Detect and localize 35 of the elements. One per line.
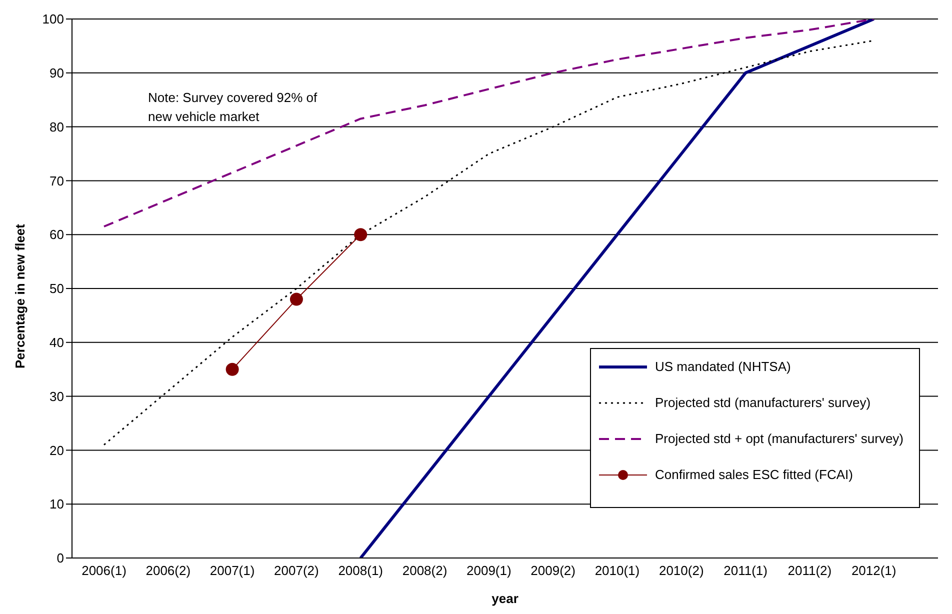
legend-label: US mandated (NHTSA) xyxy=(655,359,791,374)
legend-label: Projected std (manufacturers' survey) xyxy=(655,395,871,410)
x-tick-label: 2009(2) xyxy=(530,563,576,578)
x-tick-label: 2010(1) xyxy=(594,563,640,578)
point xyxy=(226,362,239,376)
y-tick-label: 50 xyxy=(50,281,64,296)
line-series xyxy=(103,19,875,228)
x-tick-label: 2008(2) xyxy=(402,563,448,578)
y-tick-label: 60 xyxy=(50,227,64,242)
x-axis-title: year xyxy=(492,591,518,606)
x-tick-label: 2009(1) xyxy=(466,563,512,578)
x-tick-label: 2011(2) xyxy=(788,563,832,578)
y-tick-label: 20 xyxy=(50,442,64,458)
y-tick-label: 30 xyxy=(50,388,64,404)
x-tick-label: 2012(1) xyxy=(851,563,896,578)
x-tick-label: 2008(1) xyxy=(338,563,384,578)
point xyxy=(290,292,303,306)
legend-label: Projected std + opt (manufacturers' survey) xyxy=(655,431,904,446)
x-tick-label: 2007(2) xyxy=(274,563,319,578)
x-tick-label: 2007(1) xyxy=(210,563,255,578)
y-tick-label: 80 xyxy=(50,119,64,134)
point xyxy=(354,228,368,242)
y-axis-title: Percentage in new fleet xyxy=(12,223,28,368)
y-tick-label: 90 xyxy=(50,66,64,81)
y-tick-label: 70 xyxy=(50,173,64,188)
x-tick-label: 2006(1) xyxy=(82,563,126,578)
y-tick-label: 0 xyxy=(56,550,64,566)
x-tick-label: 2010(2) xyxy=(658,563,704,578)
y-tick-label: 100 xyxy=(42,12,64,27)
x-tick-label: 2006(2) xyxy=(146,563,191,578)
legend-label: Confirmed sales ESC fitted (FCAI) xyxy=(655,467,853,482)
annotation: Note: Survey covered 92% of new vehicle market xyxy=(148,89,318,126)
y-tick-label: 40 xyxy=(50,335,64,350)
x-tick-label: 2011(1) xyxy=(724,563,768,578)
y-tick-label: 10 xyxy=(50,496,64,512)
